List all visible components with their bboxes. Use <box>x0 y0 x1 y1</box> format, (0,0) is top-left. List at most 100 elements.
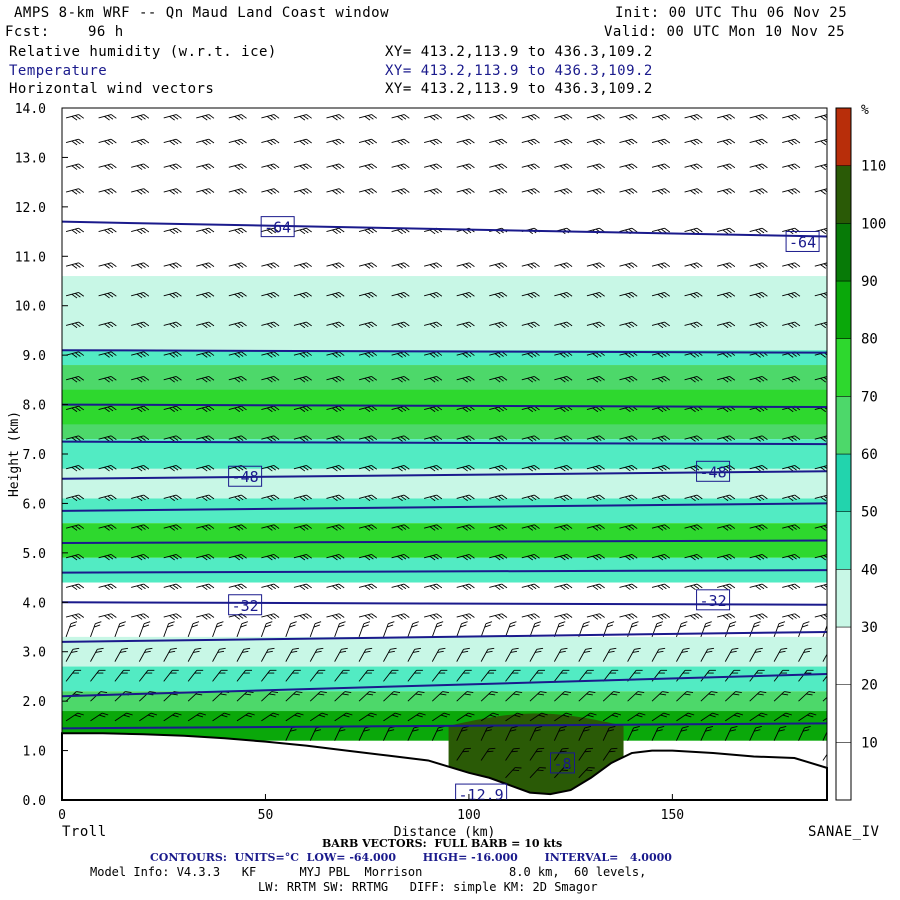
wind-barb <box>782 613 801 620</box>
wind-barb <box>139 712 158 722</box>
wind-barb <box>456 747 471 761</box>
wind-barb <box>326 405 345 413</box>
wind-barb <box>505 621 517 638</box>
colorbar-tick-label: 60 <box>861 447 878 463</box>
wind-barb <box>684 262 703 269</box>
y-tick-label: 9.0 <box>23 349 46 364</box>
wind-barb <box>521 188 540 195</box>
colorbar-tick-label: 40 <box>861 562 878 578</box>
wind-barb <box>293 376 312 383</box>
wind-barb <box>554 376 573 383</box>
wind-barb <box>391 114 410 121</box>
wind-barb <box>651 613 671 620</box>
contour-label: -32 <box>700 592 727 610</box>
wind-barb <box>782 465 801 472</box>
wind-barb <box>98 376 117 383</box>
wind-barb <box>521 262 540 269</box>
wind-barb <box>814 163 827 170</box>
wind-barb <box>651 321 671 329</box>
wind-barb <box>407 669 423 682</box>
wind-barb <box>131 494 150 502</box>
wind-barb <box>261 292 280 299</box>
wind-barb <box>651 138 671 146</box>
wind-barb <box>684 138 703 146</box>
wind-barb <box>293 583 312 591</box>
colorbar-unit: % <box>861 103 869 118</box>
wind-barb <box>326 435 345 442</box>
wind-barb <box>98 292 117 299</box>
colorbar-segment <box>835 223 852 282</box>
wind-barb <box>326 114 345 121</box>
wind-barb <box>358 405 378 413</box>
wind-barb <box>163 138 182 146</box>
wind-barb <box>196 227 215 235</box>
wind-barb <box>358 262 378 269</box>
wind-barb <box>90 712 109 722</box>
wind-barb <box>131 114 150 121</box>
wind-barb <box>228 163 247 170</box>
wind-barb <box>293 554 312 561</box>
wind-barb <box>407 647 422 662</box>
wind-barb <box>260 621 273 638</box>
wind-barb <box>431 647 446 662</box>
wind-barb <box>163 435 182 442</box>
wind-barb <box>163 494 182 502</box>
wind-barb <box>489 376 508 383</box>
wind-barb <box>489 554 508 561</box>
wind-barb <box>326 262 345 269</box>
wind-barb <box>619 494 638 502</box>
wind-barb <box>334 647 348 662</box>
contour-label-box <box>785 230 820 252</box>
wind-barb <box>196 583 215 591</box>
temperature-contour <box>62 403 827 409</box>
wind-barb <box>717 262 736 269</box>
wind-barb <box>456 163 475 170</box>
wind-barb <box>90 647 104 662</box>
contour-label: -64 <box>264 219 291 237</box>
wind-barb <box>131 227 150 235</box>
wind-barb <box>456 712 475 722</box>
wind-barb <box>424 321 443 329</box>
wind-barb <box>586 494 605 502</box>
wind-barb <box>651 691 669 702</box>
wind-barb <box>131 376 150 383</box>
wind-barb <box>285 669 301 682</box>
wind-barb <box>358 669 375 682</box>
wind-barb <box>424 292 443 299</box>
wind-barb <box>684 321 703 329</box>
wind-barb <box>814 583 827 591</box>
wind-barb <box>529 747 545 761</box>
wind-barb <box>554 669 570 682</box>
wind-barb <box>456 524 475 531</box>
wind-barb <box>431 669 448 682</box>
field-xy-rh: XY= 413.2,113.9 to 436.3,109.2 <box>385 44 653 60</box>
wind-barb <box>782 435 801 442</box>
wind-barb <box>196 405 215 413</box>
y-tick-label: 5.0 <box>23 547 46 562</box>
wind-barb <box>65 554 85 561</box>
wind-barb <box>391 351 410 358</box>
wind-barb <box>261 227 280 235</box>
wind-barb <box>586 465 605 472</box>
wind-barb <box>700 691 718 702</box>
wind-barb <box>700 669 716 682</box>
wind-barb <box>65 621 78 638</box>
wind-barb <box>489 583 508 591</box>
wind-barb <box>261 114 280 121</box>
wind-barb <box>684 188 703 195</box>
wind-barb <box>749 292 768 299</box>
wind-barb <box>684 524 703 531</box>
wind-barb <box>505 712 524 722</box>
wind-barb <box>651 465 671 472</box>
wind-barb <box>554 524 573 531</box>
temperature-contours-layer: -64 -64 -48 -48 -32 -32 -12.9 -8 <box>62 216 827 800</box>
wind-barb <box>676 712 695 722</box>
wind-barb <box>684 376 703 383</box>
wind-barb <box>293 138 312 146</box>
wind-barb <box>456 188 475 195</box>
wind-barb <box>554 435 573 442</box>
wind-barb <box>261 583 280 591</box>
wind-barb <box>65 376 85 383</box>
wind-barbs-layer <box>65 114 827 779</box>
contour-label-box <box>696 589 731 611</box>
